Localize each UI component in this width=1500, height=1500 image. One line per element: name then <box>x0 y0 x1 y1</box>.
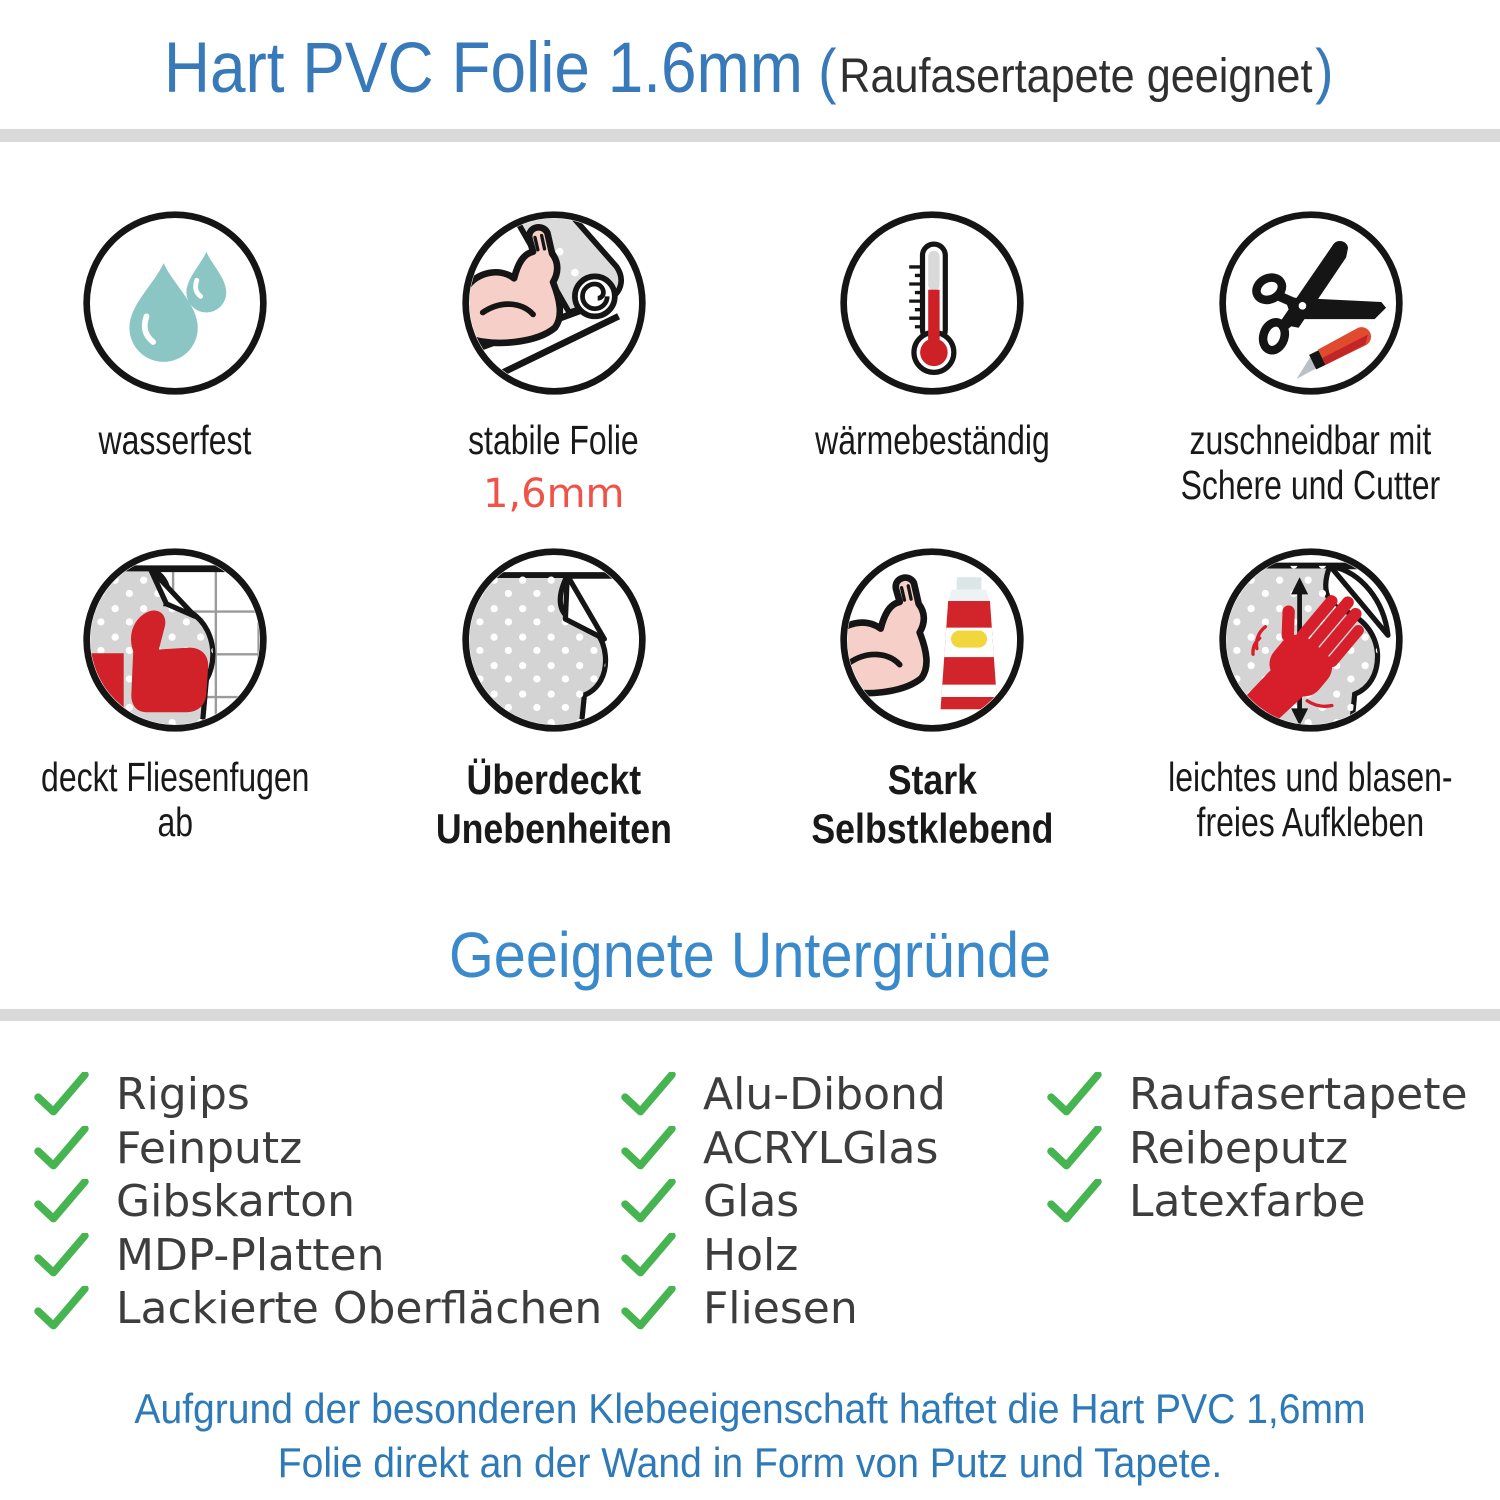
scissors-cutter-icon <box>1219 211 1403 395</box>
thumb-up-tiles-icon <box>83 548 267 732</box>
feature-covers-tile-joints: deckt Fliesenfugen ab <box>0 545 365 882</box>
page-title: Hart PVC Folie 1.6mm (Raufasertapete geei… <box>75 28 1425 109</box>
feature-label: zuschneidbar mit Schere und Cutter <box>1180 417 1441 508</box>
thermometer-icon <box>840 211 1024 395</box>
feature-label: Stark Selbstklebend <box>811 756 1054 852</box>
foil-fold-icon <box>462 548 646 732</box>
feature-label: Überdeckt Unebenheiten <box>435 756 672 852</box>
checkmark-icon <box>621 1179 676 1223</box>
surface-item: Feinputz <box>33 1122 602 1176</box>
feature-label: stabile Folie <box>468 417 640 463</box>
title-subtitle: Raufasertapete geeignet <box>839 50 1313 103</box>
surface-label: Fliesen <box>703 1283 858 1335</box>
surface-label: MDP-Platten <box>116 1229 385 1281</box>
surface-item: Lackierte Oberflächen <box>33 1282 602 1336</box>
feature-label: wärmebeständig <box>814 417 1050 463</box>
feature-cuttable: zuschneidbar mit Schere und Cutter <box>1122 208 1500 545</box>
water-drops-icon <box>83 211 267 395</box>
feature-label: deckt Fliesenfugen ab <box>41 754 310 845</box>
muscle-foil-roll-icon <box>462 211 646 395</box>
checkmark-icon <box>1047 1179 1102 1223</box>
checkmark-icon <box>621 1125 676 1170</box>
surfaces-column-1: Rigips Feinputz Gibskarton MDP-Platten L… <box>33 1068 602 1336</box>
muscle-glue-tube-icon <box>840 548 1024 732</box>
surfaces-column-2: Alu-Dibond ACRYLGlas Glas Holz Fliesen <box>620 1068 946 1336</box>
surface-item: Raufasertapete <box>1046 1068 1468 1122</box>
checkmark-icon <box>1047 1125 1102 1170</box>
title-main: Hart PVC Folie 1.6mm <box>163 29 804 108</box>
surface-item: ACRYLGlas <box>620 1122 946 1176</box>
surface-item: Rigips <box>33 1068 602 1122</box>
checkmark-icon <box>1047 1072 1102 1116</box>
surface-label: Reibeputz <box>1129 1122 1349 1174</box>
feature-label: wasserfest <box>98 417 252 463</box>
surface-item: Holz <box>620 1229 946 1283</box>
surface-label: Latexfarbe <box>1129 1176 1366 1228</box>
feature-self-adhesive: Stark Selbstklebend <box>743 545 1122 882</box>
checkmark-icon <box>621 1286 676 1330</box>
feature-thickness-label: 1,6mm <box>482 471 625 517</box>
surface-item: Glas <box>620 1175 946 1229</box>
checkmark-icon <box>34 1072 89 1116</box>
surface-item: Alu-Dibond <box>620 1068 946 1122</box>
section-title-surfaces: Geeignete Untergründe <box>448 919 1052 991</box>
feature-heat-resistant: wärmebeständig <box>743 208 1122 545</box>
footer-line-1: Aufgrund der besonderen Klebeeigenschaft… <box>134 1385 1366 1432</box>
footer-line-2: Folie direkt an der Wand in Form von Put… <box>277 1439 1223 1486</box>
surface-item: Reibeputz <box>1046 1122 1468 1176</box>
surface-label: Alu-Dibond <box>703 1069 946 1121</box>
surface-item: Gibskarton <box>33 1175 602 1229</box>
checkmark-icon <box>621 1072 676 1116</box>
surface-label: ACRYLGlas <box>703 1122 939 1174</box>
checkmark-icon <box>34 1232 89 1277</box>
divider-top <box>0 129 1500 142</box>
surface-label: Feinputz <box>116 1122 303 1174</box>
divider-surfaces <box>0 1009 1500 1021</box>
paren-close: ) <box>1315 37 1334 105</box>
surface-item: Latexfarbe <box>1046 1175 1468 1229</box>
surface-label: Raufasertapete <box>1129 1069 1468 1121</box>
feature-waterproof: wasserfest <box>0 208 365 545</box>
surface-item: Fliesen <box>620 1282 946 1336</box>
feature-label: leichtes und blasen- freies Aufkleben <box>1168 754 1453 845</box>
feature-easy-application: leichtes und blasen- freies Aufkleben <box>1122 545 1500 882</box>
surface-label: Rigips <box>116 1069 250 1121</box>
surface-label: Gibskarton <box>116 1176 355 1228</box>
checkmark-icon <box>34 1286 89 1330</box>
paren-open: ( <box>818 37 837 105</box>
surface-item: MDP-Platten <box>33 1229 602 1283</box>
surface-label: Lackierte Oberflächen <box>116 1283 603 1335</box>
feature-covers-unevenness: Überdeckt Unebenheiten <box>365 545 744 882</box>
surface-label: Glas <box>703 1176 800 1228</box>
hand-smoothing-foil-icon <box>1219 548 1403 732</box>
checkmark-icon <box>621 1232 676 1277</box>
footer-note: Aufgrund der besonderen Klebeeigenschaft… <box>53 1382 1448 1490</box>
checkmark-icon <box>34 1125 89 1170</box>
feature-stable-foil: stabile Folie 1,6mm <box>365 208 744 545</box>
surface-label: Holz <box>703 1229 799 1281</box>
feature-grid: wasserfest stabile Folie <box>0 208 1500 882</box>
checkmark-icon <box>34 1179 89 1223</box>
surfaces-column-3: Raufasertapete Reibeputz Latexfarbe <box>1046 1068 1468 1229</box>
